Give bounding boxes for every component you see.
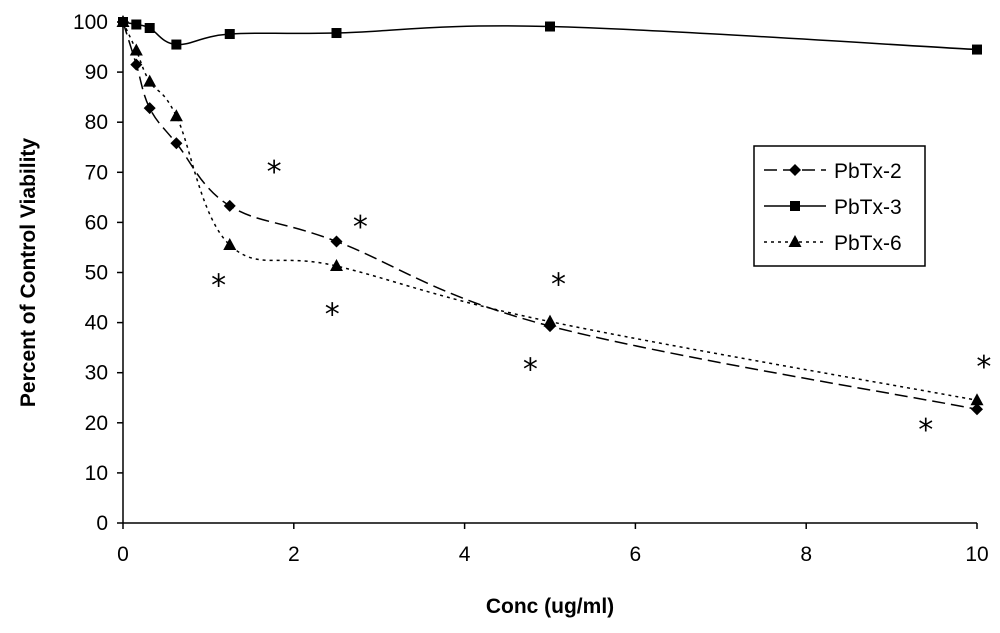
significance-asterisk: * <box>267 155 282 190</box>
y-tick-label: 70 <box>85 161 108 184</box>
legend-label-pbtx-6: PbTx-6 <box>834 232 902 255</box>
y-tick-label: 90 <box>85 61 108 84</box>
x-tick-label: 2 <box>288 543 300 566</box>
data-point-pbtx-2 <box>130 58 143 71</box>
data-point-pbtx-2 <box>971 403 983 416</box>
significance-asterisk: * <box>551 268 566 303</box>
data-point-pbtx-6 <box>169 109 183 122</box>
significance-asterisk: * <box>353 210 368 245</box>
significance-asterisk: * <box>918 413 933 448</box>
y-tick-label: 20 <box>85 412 108 435</box>
x-axis-title: Conc (ug/ml) <box>486 595 614 618</box>
y-tick-label: 50 <box>85 262 108 285</box>
series-line-pbtx-2 <box>122 21 978 411</box>
data-point-pbtx-6 <box>543 314 557 327</box>
series-line-pbtx-3 <box>122 21 978 51</box>
data-point-pbtx-2 <box>170 137 183 150</box>
data-point-pbtx-2 <box>223 199 236 212</box>
significance-asterisk: * <box>211 269 226 304</box>
legend-marker-pbtx-3 <box>790 201 800 211</box>
x-tick-label: 6 <box>630 543 642 566</box>
data-point-pbtx-2 <box>143 102 156 115</box>
y-axis-title: Percent of Control Viability <box>17 138 40 407</box>
data-point-pbtx-3 <box>972 44 982 55</box>
data-point-pbtx-3 <box>131 19 142 30</box>
significance-asterisk: * <box>325 298 340 333</box>
y-tick-label: 40 <box>85 312 108 335</box>
data-point-pbtx-6 <box>970 393 984 406</box>
x-tick-label: 0 <box>117 543 129 566</box>
significance-annotations: * * * * * * * * <box>211 155 991 448</box>
data-point-pbtx-3 <box>144 23 155 34</box>
y-tick-label: 80 <box>85 111 108 134</box>
data-point-pbtx-6 <box>330 258 343 271</box>
series-line-pbtx-6 <box>122 21 978 401</box>
y-tick-label: 10 <box>85 462 108 485</box>
data-point-pbtx-6 <box>143 74 157 87</box>
y-tick-label: 30 <box>85 362 108 385</box>
series-markers <box>116 15 984 416</box>
legend: PbTx-2 PbTx-3 PbTx-6 <box>753 145 926 267</box>
x-tick-label: 10 <box>965 543 988 566</box>
y-tick-label: 0 <box>96 512 108 535</box>
x-axis: 0 2 4 6 8 10 <box>117 522 989 566</box>
data-point-pbtx-3 <box>331 28 342 39</box>
data-point-pbtx-2 <box>330 235 343 248</box>
significance-asterisk: * <box>523 353 538 388</box>
data-point-pbtx-6 <box>129 43 143 56</box>
y-tick-label: 60 <box>85 211 108 234</box>
significance-asterisk: * <box>976 350 991 385</box>
y-tick-label: 100 <box>73 11 108 34</box>
data-point-pbtx-3 <box>545 21 555 32</box>
data-point-pbtx-3 <box>171 39 182 50</box>
legend-marker-pbtx-6 <box>788 235 802 247</box>
legend-label-pbtx-3: PbTx-3 <box>834 196 902 219</box>
legend-marker-pbtx-2 <box>789 164 801 176</box>
x-tick-label: 4 <box>459 543 471 566</box>
series-lines <box>122 21 978 411</box>
data-point-pbtx-6 <box>223 237 237 250</box>
legend-label-pbtx-2: PbTx-2 <box>834 160 902 183</box>
data-point-pbtx-6 <box>116 15 130 27</box>
data-point-pbtx-3 <box>224 29 235 40</box>
x-tick-label: 8 <box>800 543 812 566</box>
y-axis: 0 10 20 30 40 50 60 70 80 90 100 <box>73 11 124 535</box>
